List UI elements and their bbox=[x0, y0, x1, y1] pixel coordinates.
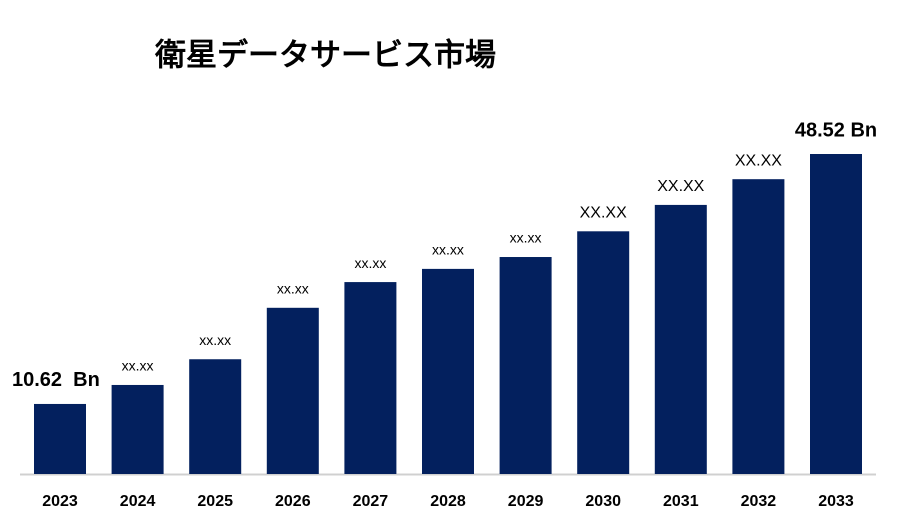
bar bbox=[34, 403, 86, 474]
x-tick-label: 2025 bbox=[197, 493, 233, 510]
value-label: XX.XX bbox=[735, 152, 782, 169]
value-label: xx.xx bbox=[277, 281, 309, 297]
value-label: xx.xx bbox=[354, 255, 386, 271]
bar bbox=[654, 204, 707, 474]
x-tick-label: 2024 bbox=[120, 493, 156, 510]
bar bbox=[422, 268, 474, 474]
bar bbox=[577, 231, 630, 474]
x-tick-label: 2031 bbox=[663, 493, 699, 510]
bar bbox=[189, 359, 242, 474]
bar bbox=[266, 307, 319, 474]
x-tick-label: 2032 bbox=[741, 493, 777, 510]
bar bbox=[111, 384, 164, 474]
value-label: xx.xx bbox=[122, 358, 154, 374]
x-tick-label: 2033 bbox=[818, 493, 854, 510]
bar bbox=[732, 179, 785, 475]
x-tick-label: 2030 bbox=[585, 493, 621, 510]
value-label: xx.xx bbox=[432, 242, 464, 258]
bar bbox=[499, 257, 552, 474]
value-label: XX.XX bbox=[657, 178, 704, 195]
value-label: xx.xx bbox=[510, 230, 542, 246]
bar bbox=[810, 154, 862, 474]
value-label: XX.XX bbox=[580, 205, 627, 222]
bar bbox=[344, 282, 397, 474]
x-tick-label: 2023 bbox=[42, 493, 78, 510]
x-tick-label: 2026 bbox=[275, 493, 311, 510]
chart-title: 衛星データサービス市場 bbox=[154, 38, 496, 74]
x-tick-label: 2029 bbox=[508, 493, 544, 510]
value-label: 48.52 Bn bbox=[795, 119, 877, 141]
value-label: xx.xx bbox=[199, 332, 231, 348]
x-tick-label: 2028 bbox=[430, 493, 466, 510]
value-label: 10.62 Bn bbox=[12, 369, 100, 391]
x-tick-label: 2027 bbox=[353, 493, 389, 510]
